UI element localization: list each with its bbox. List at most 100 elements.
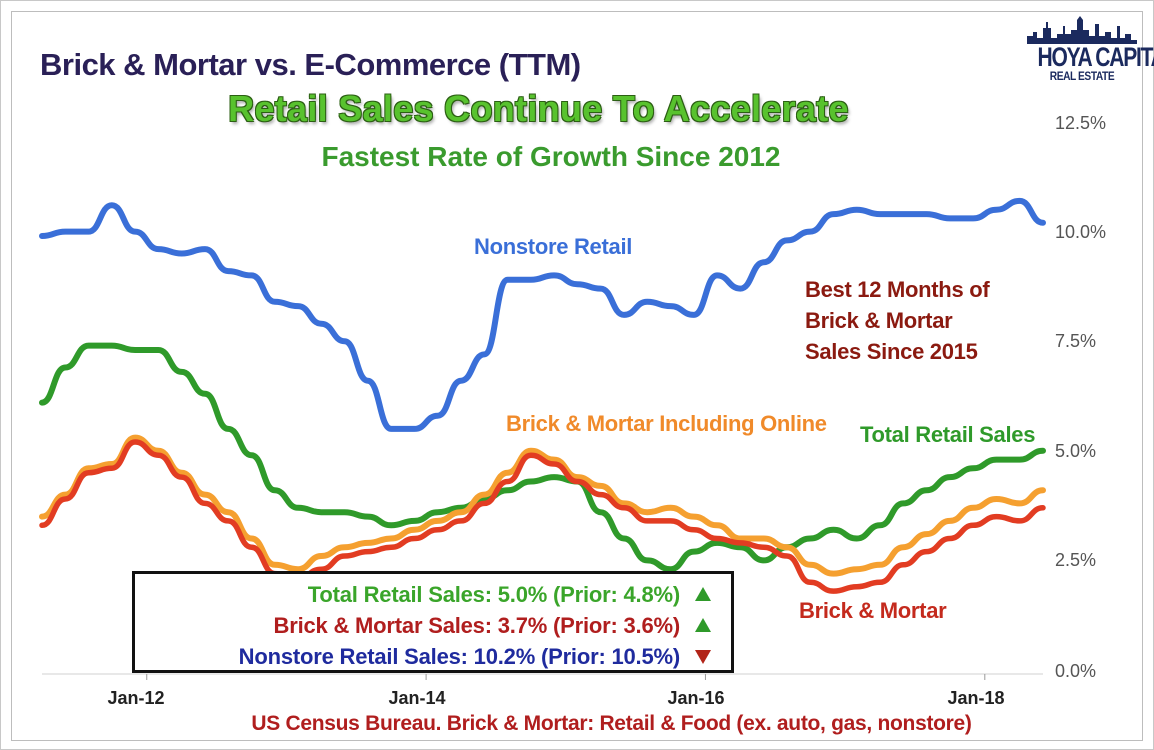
data-point-nonstore (64, 231, 66, 233)
data-point-bm-online (227, 511, 229, 513)
data-point-nonstore (530, 279, 532, 281)
data-point-nonstore (41, 235, 43, 237)
legend-nonstore-row: Nonstore Retail Sales: 10.2% (Prior: 10.… (238, 644, 681, 669)
data-point-bm-online (763, 538, 765, 539)
summary-legend-box: Total Retail Sales: 5.0% (Prior: 4.8%) B… (132, 571, 734, 673)
data-point-bm-online (530, 450, 532, 452)
data-point-bm (763, 546, 765, 548)
data-point-nonstore (949, 217, 951, 219)
data-point-nonstore (856, 209, 858, 211)
data-point-bm (972, 524, 974, 526)
data-point-total (111, 345, 113, 347)
data-point-nonstore (1042, 222, 1044, 224)
data-point-bm-online (926, 533, 928, 535)
data-point-total (274, 489, 276, 491)
data-point-bm-online (646, 511, 648, 513)
data-point-total (553, 476, 555, 478)
data-point-bm (553, 463, 555, 465)
legend-total-row: Total Retail Sales: 5.0% (Prior: 4.8%) (307, 582, 680, 607)
data-point-total (414, 520, 415, 522)
chart-subtitle-secondary: Fastest Rate of Growth Since 2012 (321, 141, 781, 172)
data-point-nonstore (1019, 200, 1021, 202)
nonstore-series-label: Nonstore Retail (474, 234, 633, 259)
data-point-nonstore (739, 288, 741, 290)
data-point-nonstore (181, 253, 183, 254)
data-point-nonstore (926, 213, 928, 215)
best-months-note-line2: Brick & Mortar (805, 308, 953, 333)
source-note: US Census Bureau. Brick & Mortar: Retail… (251, 712, 972, 735)
data-point-total (344, 511, 346, 513)
data-point-nonstore (809, 231, 811, 233)
data-point-total (670, 568, 671, 570)
data-point-nonstore (763, 261, 765, 263)
data-point-total (1042, 450, 1044, 452)
data-point-total (157, 349, 159, 351)
data-point-bm-online (623, 502, 625, 504)
data-point-nonstore (995, 209, 997, 211)
best-months-note-line3: Sales Since 2015 (805, 339, 978, 364)
legend-bm-row: Brick & Mortar Sales: 3.7% (Prior: 3.6%) (273, 613, 681, 638)
chart-subtitle: Retail Sales Continue To Accelerate (228, 88, 849, 129)
data-point-bm-online (576, 476, 578, 478)
data-point-total (646, 559, 648, 561)
data-point-bm-online (856, 568, 858, 570)
data-point-bm-online (809, 564, 811, 566)
data-point-nonstore (88, 231, 90, 233)
data-point-bm (646, 520, 648, 522)
data-point-total (134, 349, 136, 351)
data-point-nonstore (693, 314, 695, 316)
data-point-nonstore (297, 305, 299, 307)
data-point-nonstore (600, 288, 602, 290)
data-point-bm (157, 454, 159, 456)
data-point-total (507, 489, 509, 491)
data-point-bm-online (157, 450, 159, 452)
data-point-bm-online (483, 494, 485, 496)
data-point-nonstore (786, 239, 788, 241)
city-skyline-icon (1027, 16, 1137, 44)
data-point-total (181, 371, 183, 373)
data-point-bm-online (995, 498, 997, 500)
data-point-nonstore (972, 217, 974, 219)
data-point-bm-online (553, 459, 555, 461)
y-tick-label: 10.0% (1055, 222, 1107, 242)
data-point-total (600, 511, 602, 513)
data-point-bm (134, 441, 136, 443)
data-point-total (833, 529, 834, 531)
data-point-bm-online (251, 538, 252, 539)
data-point-bm (414, 538, 415, 539)
data-point-total (926, 489, 928, 491)
data-point-total (367, 516, 369, 518)
total-series-label: Total Retail Sales (860, 422, 1036, 447)
data-point-bm-online (879, 564, 881, 566)
data-point-nonstore (251, 274, 252, 276)
data-point-bm (390, 546, 392, 548)
data-point-nonstore (716, 274, 718, 276)
data-point-total (320, 511, 322, 513)
data-point-bm (739, 542, 741, 544)
data-point-bm (949, 538, 951, 539)
data-point-bm (693, 529, 695, 531)
up-arrow-icon (695, 618, 711, 632)
data-point-bm-online (739, 538, 741, 539)
data-point-bm-online (274, 564, 276, 566)
best-months-note-line1: Best 12 Months of (805, 277, 990, 302)
up-arrow-icon (695, 587, 711, 601)
data-point-nonstore (274, 301, 276, 303)
y-tick-label: 7.5% (1055, 331, 1097, 351)
data-point-bm-online (181, 472, 183, 474)
data-point-bm-online (460, 511, 462, 513)
data-point-bm-online (111, 463, 113, 465)
data-point-total (204, 393, 206, 395)
data-point-total (716, 542, 718, 544)
logo-name: HOYA CAPITAL (1037, 42, 1154, 72)
data-point-nonstore (344, 340, 346, 342)
data-point-bm (111, 467, 113, 469)
data-point-bm-online (367, 542, 369, 544)
data-point-total (483, 498, 485, 500)
data-point-bm (181, 476, 183, 478)
data-point-total (460, 507, 462, 509)
data-point-bm-online (600, 485, 602, 487)
x-tick-label: Jan-14 (388, 688, 446, 708)
data-point-nonstore (879, 213, 881, 215)
